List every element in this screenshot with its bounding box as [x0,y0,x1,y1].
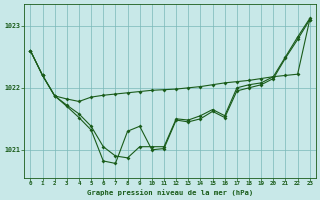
X-axis label: Graphe pression niveau de la mer (hPa): Graphe pression niveau de la mer (hPa) [87,189,253,196]
